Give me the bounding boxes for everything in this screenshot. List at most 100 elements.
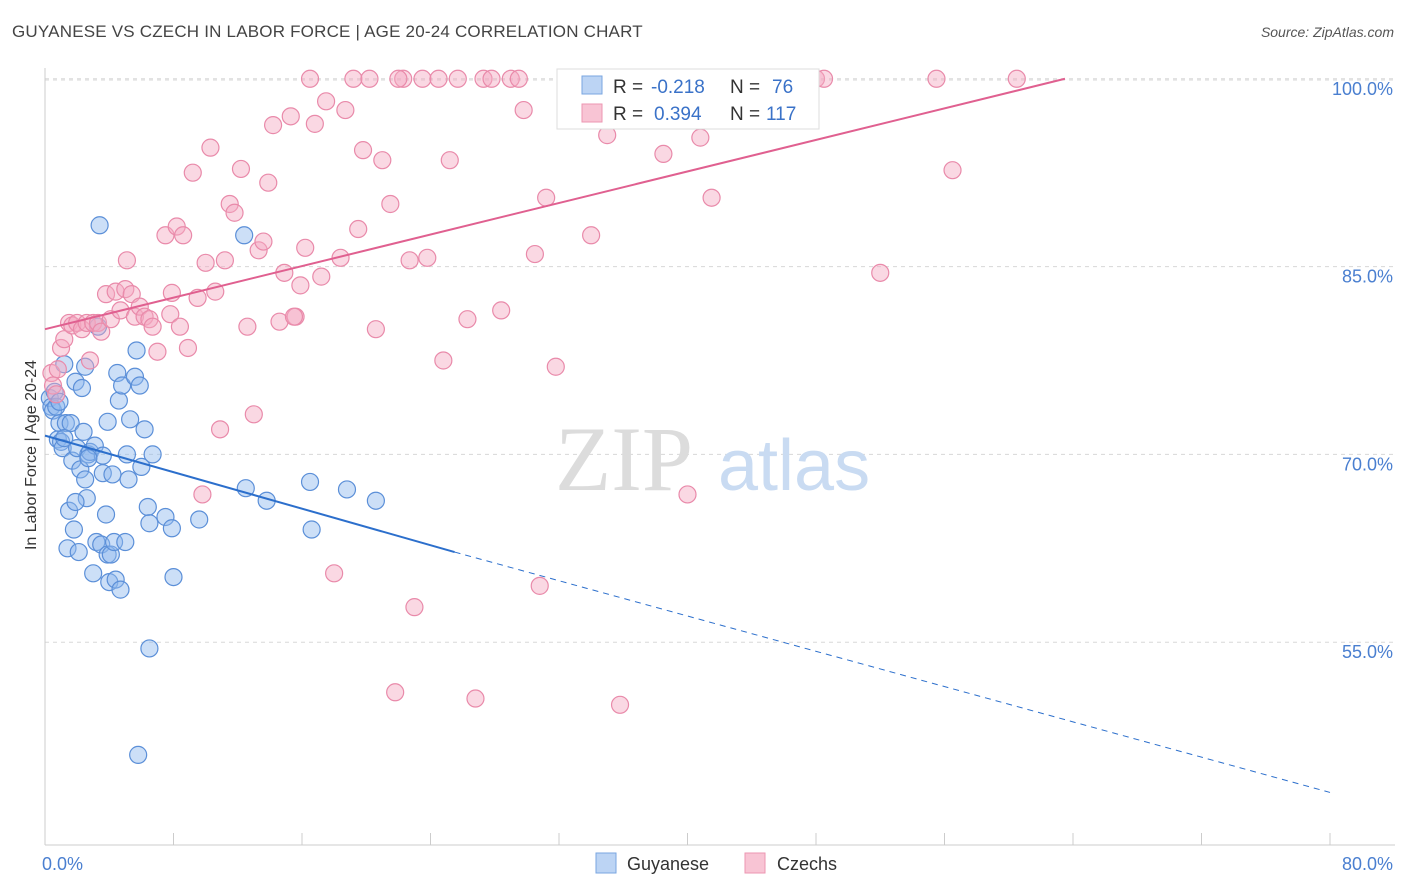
czechs-point bbox=[466, 689, 485, 708]
czechs-point bbox=[373, 151, 392, 170]
legend-r-label-1: R = bbox=[613, 77, 643, 98]
bottom-legend: Guyanese Czechs bbox=[595, 852, 837, 874]
guyanese-point bbox=[129, 745, 148, 764]
czechs-point bbox=[582, 226, 601, 245]
czechs-point bbox=[296, 238, 315, 257]
guyanese-point bbox=[61, 413, 80, 433]
czechs-point bbox=[871, 263, 890, 282]
guyanese-point bbox=[140, 639, 159, 658]
czechs-point bbox=[386, 683, 405, 702]
guyanese-point bbox=[116, 532, 135, 552]
guyanese-point bbox=[156, 507, 175, 527]
guyanese-trend-extension bbox=[454, 551, 1331, 793]
czechs-point bbox=[48, 360, 67, 379]
watermark-zip: ZIP bbox=[555, 408, 693, 510]
y-tick-label: 100.0% bbox=[1332, 79, 1393, 99]
czechs-point bbox=[349, 219, 368, 239]
guyanese-point bbox=[103, 465, 122, 484]
czechs-point bbox=[394, 69, 413, 88]
czechs-point bbox=[238, 317, 257, 336]
guyanese-point bbox=[87, 532, 106, 552]
czechs-point bbox=[678, 485, 697, 504]
guyanese-point bbox=[125, 367, 145, 386]
guyanese-point bbox=[162, 519, 181, 538]
x-tick-label-max: 80.0% bbox=[1342, 854, 1393, 874]
czechs-point bbox=[201, 138, 220, 157]
czechs-point bbox=[654, 144, 673, 164]
tick-labels: 55.0% 70.0% 85.0% 100.0% 0.0% 80.0% bbox=[42, 79, 1393, 874]
guyanese-point bbox=[119, 470, 138, 489]
legend-n-value-2: 117 bbox=[766, 104, 796, 125]
bottom-legend-label-guyanese: Guyanese bbox=[627, 854, 709, 874]
guyanese-point bbox=[235, 226, 254, 245]
guyanese-point bbox=[130, 376, 149, 395]
guyanese-point bbox=[55, 429, 74, 448]
guyanese-point bbox=[337, 480, 357, 499]
guyanese-point bbox=[98, 412, 117, 431]
guyanese-point bbox=[69, 542, 88, 562]
czechs-point bbox=[440, 151, 459, 170]
czechs-point bbox=[492, 301, 511, 320]
guyanese-point bbox=[72, 378, 92, 398]
czechs-point bbox=[344, 69, 363, 88]
czechs-point bbox=[193, 485, 212, 504]
czechs-point bbox=[305, 114, 324, 133]
guyanese-trend-line bbox=[44, 434, 455, 554]
czechs-point bbox=[249, 241, 268, 260]
guyanese-point bbox=[76, 357, 95, 376]
source-label: Source: ZipAtlas.com bbox=[1260, 24, 1394, 40]
czechs-point bbox=[610, 695, 630, 714]
x-tick-label-min: 0.0% bbox=[42, 854, 83, 874]
czechs-point bbox=[178, 338, 198, 358]
guyanese-point bbox=[111, 580, 130, 599]
czechs-point bbox=[170, 317, 190, 336]
czechs-trend-line bbox=[44, 77, 1066, 331]
czechs-point bbox=[325, 564, 344, 583]
czechs-point bbox=[336, 100, 355, 120]
guyanese-point bbox=[127, 341, 146, 360]
czechs-point bbox=[525, 244, 545, 264]
bottom-legend-swatch-guyanese bbox=[595, 852, 617, 874]
czechs-point bbox=[231, 159, 251, 179]
guyanese-point bbox=[109, 391, 128, 410]
guyanese-point bbox=[76, 470, 95, 489]
guyanese-point bbox=[79, 449, 98, 468]
guyanese-point bbox=[138, 497, 157, 517]
watermark: ZIP atlas bbox=[555, 408, 870, 510]
czechs-point bbox=[546, 357, 565, 376]
guyanese-point bbox=[90, 216, 109, 235]
guyanese-point bbox=[77, 489, 96, 508]
watermark-atlas: atlas bbox=[718, 426, 870, 506]
guyanese-point bbox=[58, 539, 77, 558]
czechs-point bbox=[291, 276, 310, 295]
guyanese-point bbox=[121, 410, 140, 429]
guyanese-point bbox=[64, 520, 84, 539]
czechs-point bbox=[400, 251, 419, 270]
czechs-point bbox=[514, 100, 533, 120]
czechs-point bbox=[927, 69, 946, 88]
czechs-point bbox=[943, 161, 962, 180]
guyanese-point bbox=[164, 567, 183, 587]
czechs-point bbox=[148, 342, 167, 361]
czechs-point bbox=[482, 69, 501, 88]
czechs-point bbox=[80, 351, 100, 370]
czechs-point bbox=[312, 267, 331, 286]
guyanese-point bbox=[140, 514, 159, 533]
trend-lines bbox=[44, 77, 1331, 793]
guyanese-point bbox=[112, 376, 132, 395]
czechs-point bbox=[47, 385, 66, 404]
guyanese-point bbox=[106, 570, 125, 589]
czechs-point bbox=[225, 203, 244, 222]
legend-n-label-2: N = bbox=[730, 104, 760, 125]
guyanese-point bbox=[66, 492, 85, 512]
guyanese-point bbox=[366, 491, 385, 510]
czechs-point bbox=[259, 173, 278, 192]
legend-r-value-1: -0.218 bbox=[651, 77, 705, 98]
czechs-point bbox=[300, 69, 320, 88]
legend-box: R = -0.218 N = 76 R = 0.394 N = 117 bbox=[556, 68, 820, 130]
czechs-point bbox=[281, 107, 300, 126]
czechs-point bbox=[405, 598, 424, 617]
czechs-point bbox=[125, 307, 145, 326]
bottom-legend-label-czechs: Czechs bbox=[777, 854, 837, 874]
guyanese-point bbox=[190, 510, 209, 529]
